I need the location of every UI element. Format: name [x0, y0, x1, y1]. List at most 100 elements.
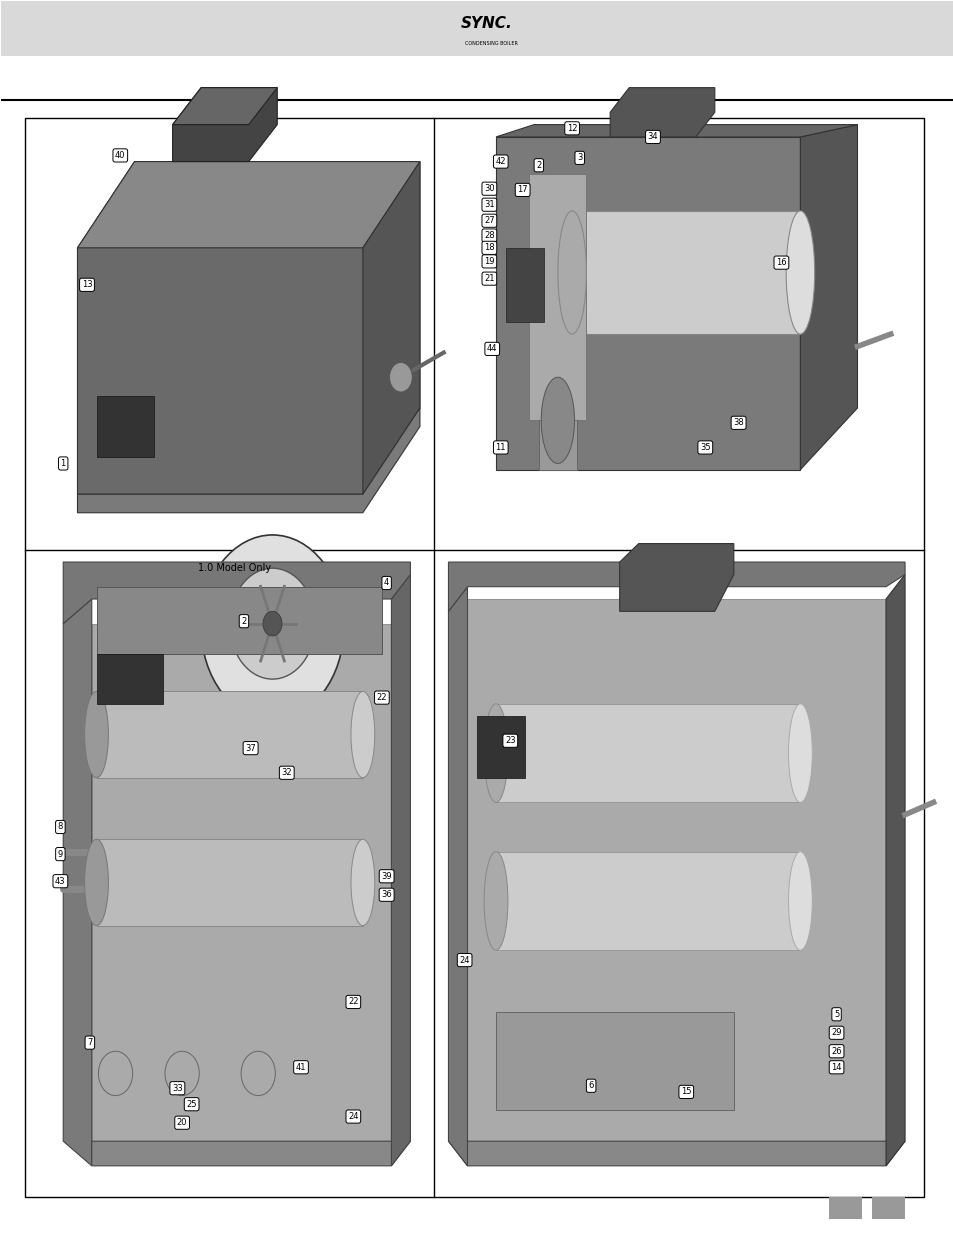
Circle shape	[241, 1051, 275, 1095]
Text: 2: 2	[241, 616, 246, 626]
Text: 1: 1	[61, 459, 66, 468]
Bar	[96, 692, 362, 778]
Text: 17: 17	[517, 185, 527, 194]
Text: 20: 20	[176, 1118, 187, 1128]
Text: 13: 13	[82, 280, 92, 289]
Polygon shape	[885, 574, 904, 1166]
Bar	[871, 1197, 904, 1219]
Text: 9: 9	[58, 850, 63, 858]
Circle shape	[165, 1051, 199, 1095]
Circle shape	[263, 611, 282, 636]
Text: 28: 28	[483, 231, 495, 240]
Text: 37: 37	[245, 743, 255, 752]
Text: 15: 15	[680, 1087, 691, 1097]
Circle shape	[201, 535, 343, 720]
Text: 5: 5	[833, 1010, 839, 1019]
Text: 38: 38	[733, 419, 743, 427]
Text: 36: 36	[381, 890, 392, 899]
Polygon shape	[619, 543, 733, 611]
Text: 24: 24	[348, 1112, 358, 1121]
Text: 26: 26	[830, 1047, 841, 1056]
Polygon shape	[800, 125, 857, 469]
Polygon shape	[448, 562, 904, 611]
Bar	[529, 174, 586, 420]
Text: 3: 3	[577, 153, 582, 162]
Text: 39: 39	[381, 872, 392, 881]
Bar	[572, 211, 800, 335]
Text: 22: 22	[376, 693, 387, 701]
Text: 24: 24	[459, 956, 470, 965]
Polygon shape	[63, 562, 410, 624]
Text: 6: 6	[588, 1082, 593, 1091]
Bar	[496, 852, 800, 950]
Text: 33: 33	[172, 1083, 183, 1093]
Ellipse shape	[85, 840, 109, 925]
Text: 35: 35	[700, 443, 710, 452]
Ellipse shape	[85, 692, 109, 778]
Text: 18: 18	[483, 243, 495, 252]
Text: 12: 12	[566, 124, 577, 133]
Text: 27: 27	[483, 216, 495, 225]
Text: 40: 40	[115, 151, 126, 159]
Polygon shape	[77, 408, 419, 513]
Ellipse shape	[540, 377, 574, 463]
Polygon shape	[91, 1141, 410, 1166]
Ellipse shape	[483, 704, 507, 803]
Bar	[496, 704, 800, 803]
Text: 41: 41	[295, 1063, 306, 1072]
Ellipse shape	[351, 692, 375, 778]
Text: 2: 2	[536, 161, 541, 169]
Bar	[496, 137, 800, 469]
Text: SYNC.: SYNC.	[460, 16, 512, 31]
Text: 22: 22	[348, 998, 358, 1007]
Circle shape	[389, 362, 412, 391]
Bar	[476, 716, 524, 778]
Ellipse shape	[558, 211, 586, 335]
Text: 44: 44	[486, 345, 497, 353]
Text: 43: 43	[55, 877, 66, 885]
Ellipse shape	[788, 704, 811, 803]
Text: 23: 23	[504, 736, 515, 745]
Polygon shape	[172, 88, 277, 125]
Text: 34: 34	[647, 132, 658, 142]
Polygon shape	[610, 88, 714, 137]
Text: 32: 32	[281, 768, 292, 777]
Polygon shape	[77, 162, 419, 248]
Bar	[91, 624, 391, 1141]
Text: 11: 11	[495, 443, 505, 452]
Polygon shape	[362, 162, 419, 494]
Bar	[96, 395, 153, 457]
Polygon shape	[63, 599, 91, 1166]
Text: 4: 4	[384, 578, 389, 588]
Text: 30: 30	[483, 184, 495, 193]
Polygon shape	[448, 1141, 904, 1166]
Bar	[1, 1, 952, 56]
Polygon shape	[391, 574, 410, 1166]
Text: 25: 25	[186, 1099, 196, 1109]
Text: 7: 7	[87, 1039, 92, 1047]
Polygon shape	[77, 162, 419, 494]
Text: 21: 21	[483, 274, 494, 283]
Text: 42: 42	[495, 157, 505, 165]
Ellipse shape	[788, 852, 811, 950]
Polygon shape	[496, 125, 857, 137]
Text: 29: 29	[830, 1029, 841, 1037]
Circle shape	[98, 1051, 132, 1095]
Circle shape	[230, 568, 314, 679]
Polygon shape	[172, 88, 277, 162]
Ellipse shape	[483, 852, 507, 950]
Bar	[467, 599, 885, 1141]
Bar	[828, 1197, 862, 1219]
Text: CONDENSING BOILER: CONDENSING BOILER	[464, 41, 517, 46]
Text: 16: 16	[775, 258, 786, 267]
Ellipse shape	[351, 840, 375, 925]
Text: 8: 8	[57, 823, 63, 831]
Bar	[505, 248, 543, 322]
Text: 19: 19	[483, 257, 494, 266]
Bar	[496, 1011, 733, 1110]
Text: 31: 31	[483, 200, 495, 209]
Text: 1.0 Model Only: 1.0 Model Only	[197, 563, 271, 573]
Bar	[96, 840, 362, 925]
Ellipse shape	[785, 211, 814, 335]
Bar	[96, 655, 163, 704]
